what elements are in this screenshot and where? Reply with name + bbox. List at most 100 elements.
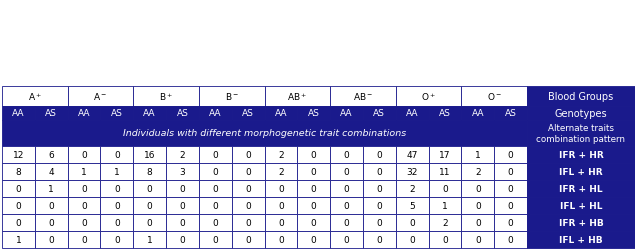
Text: 0: 0 [377, 184, 382, 193]
Bar [133, 87, 199, 106]
Bar [396, 214, 429, 231]
Text: O$^-$: O$^-$ [486, 91, 502, 102]
Bar [166, 180, 199, 197]
Bar [133, 146, 166, 163]
Bar [100, 197, 133, 214]
Bar [232, 180, 265, 197]
Text: 0: 0 [410, 235, 415, 244]
Bar [429, 214, 462, 231]
Text: 0: 0 [475, 235, 481, 244]
Text: 0: 0 [81, 201, 87, 210]
Text: 0: 0 [212, 235, 218, 244]
Text: 0: 0 [114, 184, 120, 193]
Text: AA: AA [12, 109, 25, 118]
Text: 0: 0 [114, 201, 120, 210]
Text: 0: 0 [311, 150, 317, 159]
Bar [429, 146, 462, 163]
Bar [396, 180, 429, 197]
Text: 0: 0 [508, 167, 514, 176]
Bar [363, 197, 396, 214]
Bar [494, 214, 527, 231]
Text: 2: 2 [475, 167, 481, 176]
Text: 0: 0 [278, 235, 284, 244]
Text: 0: 0 [15, 218, 22, 227]
Text: 0: 0 [377, 201, 382, 210]
Text: 0: 0 [48, 218, 54, 227]
Text: Genotypes: Genotypes [555, 108, 607, 118]
Text: 0: 0 [278, 201, 284, 210]
Text: 0: 0 [81, 235, 87, 244]
Bar [133, 106, 166, 120]
Text: AA: AA [275, 109, 287, 118]
Text: 0: 0 [245, 150, 251, 159]
Bar [297, 106, 330, 120]
Bar [363, 180, 396, 197]
Text: 0: 0 [245, 184, 251, 193]
Text: 5: 5 [410, 201, 415, 210]
Bar [265, 214, 297, 231]
Text: AA: AA [77, 109, 90, 118]
Text: 0: 0 [245, 201, 251, 210]
Text: Alternate traits
combination pattern: Alternate traits combination pattern [537, 124, 625, 143]
Text: AA: AA [406, 109, 418, 118]
Text: 11: 11 [439, 167, 451, 176]
Bar [232, 197, 265, 214]
Bar [527, 87, 635, 106]
Text: 0: 0 [508, 201, 514, 210]
Bar [2, 146, 35, 163]
Bar [462, 106, 494, 120]
Text: B$^+$: B$^+$ [159, 91, 173, 102]
Text: AA: AA [340, 109, 353, 118]
Text: 1: 1 [15, 235, 22, 244]
Text: 2: 2 [442, 218, 448, 227]
Bar [396, 106, 429, 120]
Text: 0: 0 [475, 218, 481, 227]
Bar [330, 180, 363, 197]
Text: 0: 0 [114, 235, 120, 244]
Text: 2: 2 [278, 167, 284, 176]
Text: 2: 2 [180, 150, 185, 159]
Text: AS: AS [242, 109, 254, 118]
Bar [297, 197, 330, 214]
Text: 0: 0 [442, 235, 448, 244]
Text: AA: AA [209, 109, 222, 118]
Text: 0: 0 [344, 201, 349, 210]
Bar [297, 231, 330, 248]
Bar [35, 106, 67, 120]
Bar [429, 197, 462, 214]
Text: 1: 1 [114, 167, 120, 176]
Text: 6: 6 [48, 150, 54, 159]
Bar [100, 146, 133, 163]
Bar [166, 197, 199, 214]
Text: 0: 0 [508, 235, 514, 244]
Bar [462, 87, 527, 106]
Text: AA: AA [144, 109, 156, 118]
Text: O$^+$: O$^+$ [421, 91, 436, 102]
Text: 0: 0 [180, 184, 185, 193]
Text: 0: 0 [475, 184, 481, 193]
Text: AB$^-$: AB$^-$ [353, 91, 373, 102]
Bar [527, 163, 635, 180]
Text: AS: AS [373, 109, 385, 118]
Text: IFL + HL: IFL + HL [559, 201, 602, 210]
Text: AS: AS [308, 109, 319, 118]
Text: 0: 0 [377, 167, 382, 176]
Text: 0: 0 [410, 218, 415, 227]
Bar [494, 163, 527, 180]
Text: 16: 16 [144, 150, 156, 159]
Bar [527, 120, 635, 146]
Bar [232, 214, 265, 231]
Bar [363, 106, 396, 120]
Text: 0: 0 [344, 235, 349, 244]
Bar [35, 146, 67, 163]
Text: 0: 0 [245, 218, 251, 227]
Bar [330, 163, 363, 180]
Bar [494, 146, 527, 163]
Bar [265, 163, 297, 180]
Bar [199, 197, 232, 214]
Text: 0: 0 [344, 150, 349, 159]
Bar [199, 87, 265, 106]
Bar [429, 163, 462, 180]
Text: 47: 47 [406, 150, 418, 159]
Bar [363, 163, 396, 180]
